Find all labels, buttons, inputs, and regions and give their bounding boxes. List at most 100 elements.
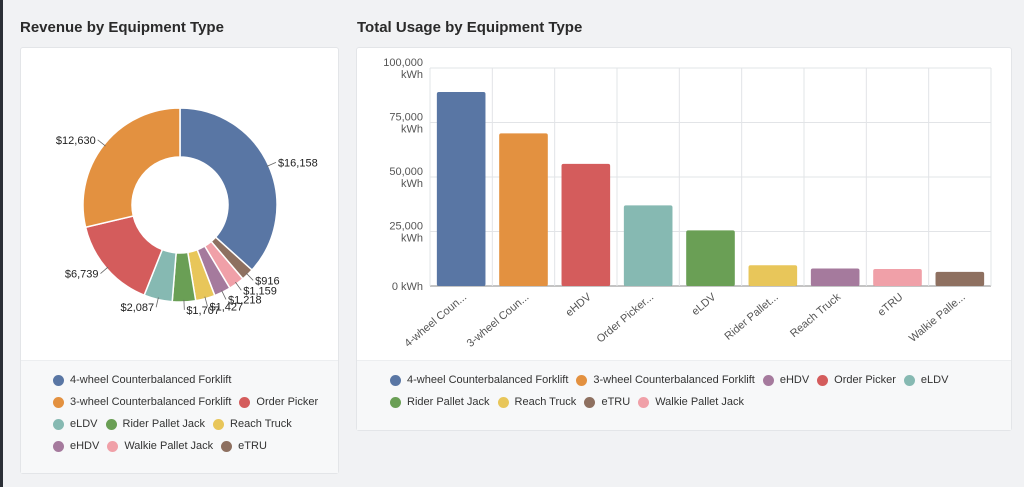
x-tick-label: eTRU bbox=[876, 291, 906, 319]
x-tick-label: Order Picker... bbox=[595, 291, 657, 345]
revenue-legend-item-4-wheel-counterbalanced-forklift[interactable]: 4-wheel Counterbalanced Forklift bbox=[53, 374, 231, 386]
donut-label-walkie-pallet-jack: $1,159 bbox=[243, 285, 277, 297]
y-tick-label: 100,000 bbox=[383, 57, 423, 69]
y-tick-unit: kWh bbox=[401, 69, 423, 81]
legend-swatch bbox=[903, 374, 915, 386]
y-tick-label: 0 kWh bbox=[392, 281, 423, 293]
usage-legend-item-rider-pallet-jack[interactable]: Rider Pallet Jack bbox=[390, 396, 490, 408]
x-tick-label: Rider Pallet... bbox=[722, 291, 780, 343]
x-tick-label: 3-wheel Coun... bbox=[465, 291, 532, 350]
revenue-legend-item-walkie-pallet-jack[interactable]: Walkie Pallet Jack bbox=[107, 440, 213, 452]
bar-4-wheel-counterbalanced-forklift[interactable] bbox=[436, 91, 486, 286]
donut-leader-line bbox=[100, 266, 109, 274]
legend-label: Walkie Pallet Jack bbox=[655, 396, 745, 408]
revenue-legend-item-order-picker[interactable]: Order Picker bbox=[239, 396, 318, 408]
donut-leader-line bbox=[245, 272, 254, 281]
revenue-legend-item-rider-pallet-jack[interactable]: Rider Pallet Jack bbox=[105, 418, 206, 430]
usage-legend-item-3-wheel-counterbalanced-forklift[interactable]: 3-wheel Counterbalanced Forklift bbox=[576, 374, 755, 386]
usage-legend-item-4-wheel-counterbalanced-forklift[interactable]: 4-wheel Counterbalanced Forklift bbox=[390, 374, 568, 386]
usage-legend-item-etru[interactable]: eTRU bbox=[584, 396, 630, 408]
legend-swatch bbox=[105, 418, 117, 430]
usage-legend-item-reach-truck[interactable]: Reach Truck bbox=[497, 396, 577, 408]
revenue-card: $16,158 $916 $1,159 $1,218 $1,427 $1,707 $2,08… bbox=[20, 47, 339, 474]
legend-label: Reach Truck bbox=[230, 418, 292, 430]
legend-label: eHDV bbox=[779, 374, 810, 386]
donut-label-order-picker: $6,739 bbox=[65, 269, 99, 281]
legend-swatch bbox=[213, 418, 225, 430]
revenue-donut-chart: $16,158 $916$1,159$1,218$1,427$1,707 $2,08… bbox=[56, 107, 318, 317]
legend-label: Order Picker bbox=[834, 374, 896, 386]
donut-leader-line bbox=[221, 290, 227, 300]
bar-3-wheel-counterbalanced-forklift[interactable] bbox=[499, 133, 548, 286]
y-tick-unit: kWh bbox=[401, 124, 423, 136]
bar-rider-pallet-jack[interactable] bbox=[748, 265, 798, 286]
y-tick-unit: kWh bbox=[401, 178, 423, 190]
revenue-legend-item-reach-truck[interactable]: Reach Truck bbox=[213, 418, 292, 430]
legend-label: 4-wheel Counterbalanced Forklift bbox=[70, 374, 232, 386]
legend-swatch bbox=[390, 374, 401, 386]
legend-label: eTRU bbox=[601, 396, 631, 408]
revenue-legend-item-etru[interactable]: eTRU bbox=[221, 440, 267, 452]
y-tick-label: 50,000 bbox=[389, 166, 423, 178]
legend-label: Reach Truck bbox=[514, 396, 577, 408]
usage-legend-item-eldv[interactable]: eLDV bbox=[903, 374, 949, 386]
legend-swatch bbox=[53, 374, 64, 386]
donut-label-eldv: $2,087 bbox=[120, 302, 154, 314]
donut-label-ehdv: $1,218 bbox=[228, 294, 262, 306]
y-tick-unit: kWh bbox=[401, 233, 423, 245]
window-edge bbox=[0, 0, 3, 487]
usage-legend: 4-wheel Counterbalanced Forklift 3-wheel … bbox=[357, 360, 1011, 430]
bar-walkie-pallet-jack[interactable] bbox=[935, 271, 985, 286]
bar-eldv[interactable] bbox=[686, 230, 735, 286]
usage-legend-item-ehdv[interactable]: eHDV bbox=[762, 374, 810, 386]
donut-label-reach-truck: $1,427 bbox=[209, 301, 243, 313]
legend-swatch bbox=[239, 396, 251, 408]
legend-swatch bbox=[762, 374, 774, 386]
legend-swatch bbox=[576, 374, 588, 386]
legend-label: eHDV bbox=[70, 440, 100, 452]
legend-swatch bbox=[53, 396, 64, 408]
legend-swatch bbox=[390, 396, 401, 408]
usage-section-title: Total Usage by Equipment Type bbox=[357, 19, 583, 36]
legend-swatch bbox=[53, 418, 64, 430]
revenue-legend-item-3-wheel-counterbalanced-forklift[interactable]: 3-wheel Counterbalanced Forklift bbox=[53, 396, 231, 408]
donut-leader-line bbox=[97, 139, 106, 147]
x-tick-label: Walkie Palle... bbox=[907, 291, 968, 345]
donut-label-3-wheel-counterbalanced-forklift: $12,630 bbox=[56, 135, 96, 147]
revenue-legend: 4-wheel Counterbalanced Forklift 3-wheel … bbox=[21, 360, 338, 473]
legend-swatch bbox=[221, 440, 233, 452]
bar-etru[interactable] bbox=[873, 268, 922, 286]
y-tick-label: 25,000 bbox=[389, 221, 423, 233]
x-tick-label: eLDV bbox=[690, 291, 719, 318]
revenue-legend-item-ehdv[interactable]: eHDV bbox=[53, 440, 99, 452]
legend-label: 3-wheel Counterbalanced Forklift bbox=[70, 396, 232, 408]
usage-legend-item-order-picker[interactable]: Order Picker bbox=[817, 374, 896, 386]
bar-reach-truck[interactable] bbox=[810, 268, 860, 286]
legend-label: Order Picker bbox=[256, 396, 319, 408]
legend-swatch bbox=[584, 396, 596, 408]
legend-label: eLDV bbox=[920, 374, 949, 386]
x-tick-label: 4-wheel Coun... bbox=[402, 291, 469, 350]
usage-card: 100,000 kWh 75,000 kWh 50,000 kWh 25,000 kWh 0 k… bbox=[356, 47, 1012, 431]
donut-leader-line bbox=[266, 161, 277, 167]
y-tick-label: 75,000 bbox=[389, 112, 423, 124]
x-tick-label: Reach Truck bbox=[788, 291, 843, 340]
legend-label: Walkie Pallet Jack bbox=[124, 440, 214, 452]
donut-leader-line bbox=[155, 297, 159, 308]
donut-label-etru: $916 bbox=[255, 275, 279, 287]
bar-order-picker[interactable] bbox=[623, 205, 673, 286]
revenue-legend-item-eldv[interactable]: eLDV bbox=[53, 418, 98, 430]
legend-label: eTRU bbox=[238, 440, 267, 452]
usage-legend-item-walkie-pallet-jack[interactable]: Walkie Pallet Jack bbox=[638, 396, 744, 408]
donut-label-4-wheel-counterbalanced-forklift: $16,158 bbox=[278, 157, 318, 169]
legend-label: Rider Pallet Jack bbox=[122, 418, 206, 430]
legend-swatch bbox=[817, 374, 829, 386]
legend-label: 4-wheel Counterbalanced Forklift bbox=[407, 374, 569, 386]
x-tick-label: eHDV bbox=[564, 291, 595, 319]
revenue-section-title: Revenue by Equipment Type bbox=[20, 19, 224, 36]
donut-slice-3-wheel-counterbalanced-forklift[interactable] bbox=[82, 107, 181, 229]
bar-ehdv[interactable] bbox=[561, 163, 611, 286]
legend-label: 3-wheel Counterbalanced Forklift bbox=[593, 374, 755, 386]
donut-slice-4-wheel-counterbalanced-forklift[interactable] bbox=[179, 107, 278, 272]
